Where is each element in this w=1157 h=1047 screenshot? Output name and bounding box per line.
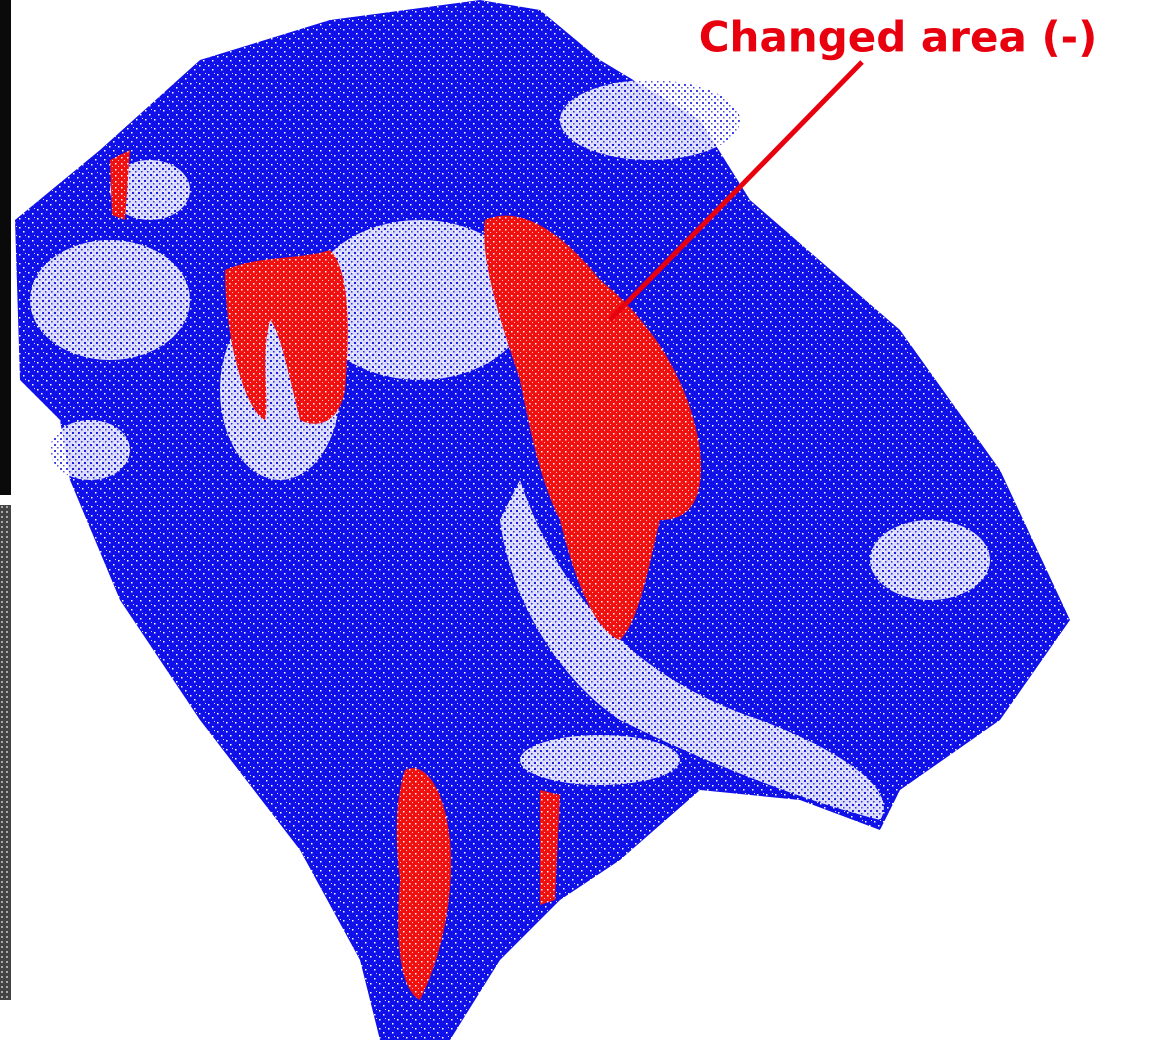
point-cloud-view: Changed area (-) — [0, 0, 1157, 1047]
annotation-label: Changed area (-) — [699, 13, 1098, 62]
edge-strip — [0, 505, 11, 1000]
page: Changed area (-) (() => { const data = J… — [0, 0, 1157, 1047]
edge-strip — [0, 0, 11, 495]
